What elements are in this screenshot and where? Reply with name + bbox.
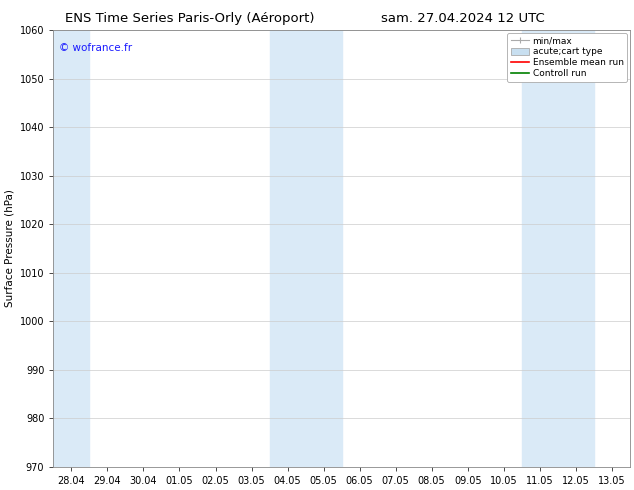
Bar [53,30,89,467]
Bar [269,30,342,467]
Y-axis label: Surface Pressure (hPa): Surface Pressure (hPa) [4,190,14,307]
Text: © wofrance.fr: © wofrance.fr [59,43,133,53]
Legend: min/max, acute;cart type, Ensemble mean run, Controll run: min/max, acute;cart type, Ensemble mean … [507,33,627,81]
Text: sam. 27.04.2024 12 UTC: sam. 27.04.2024 12 UTC [381,12,545,25]
Text: ENS Time Series Paris-Orly (Aéroport): ENS Time Series Paris-Orly (Aéroport) [65,12,315,25]
Bar [522,30,594,467]
